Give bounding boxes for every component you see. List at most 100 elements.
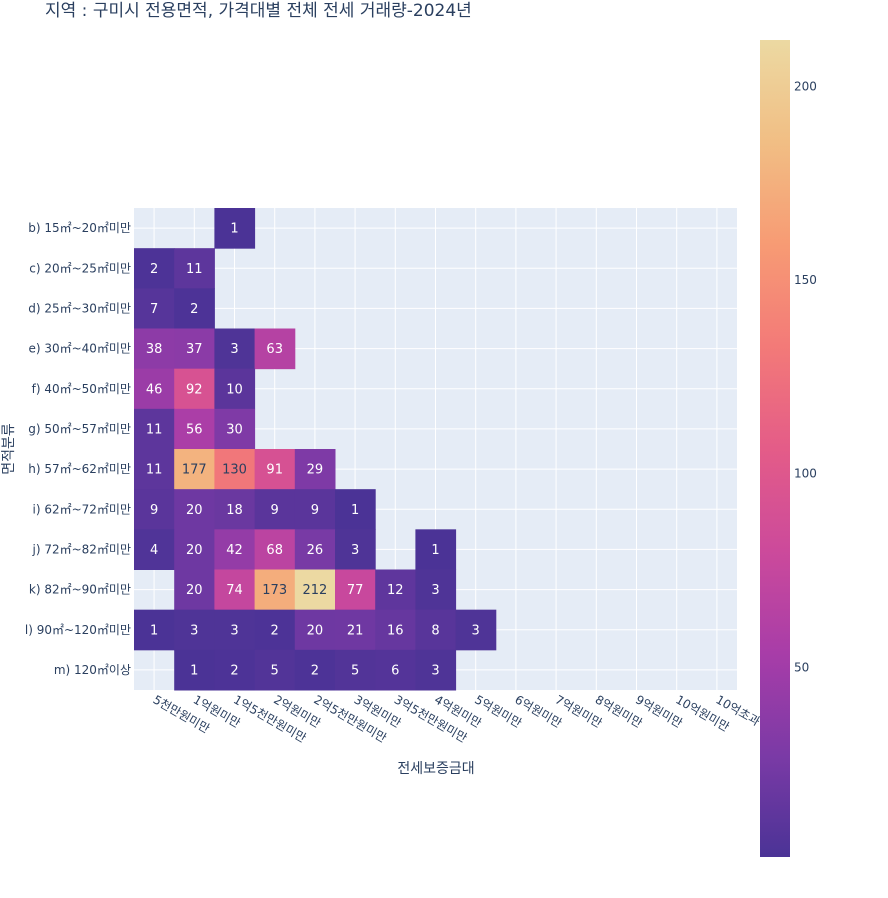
heatmap-cell <box>335 569 376 611</box>
grid-lines <box>134 208 737 690</box>
y-tick-label: d) 25㎡~30㎡미만 <box>28 301 131 315</box>
y-tick-label: h) 57㎡~62㎡미만 <box>28 462 131 476</box>
heatmap-cell <box>214 208 256 249</box>
cell-value-label: 29 <box>307 463 324 478</box>
heatmap-cell <box>455 609 497 651</box>
cell-value-label: 212 <box>302 583 327 598</box>
cell-value-label: 77 <box>347 583 364 598</box>
heatmap-cell <box>335 489 376 530</box>
cell-value-label: 173 <box>262 583 287 598</box>
heatmap-cell <box>254 569 296 611</box>
y-axis-title: 면적분류 <box>1 423 17 475</box>
cell-value-label: 63 <box>266 342 283 357</box>
cell-value-label: 20 <box>186 543 203 558</box>
heatmap-cell <box>214 368 256 410</box>
y-tick-label: k) 82㎡~90㎡미만 <box>29 583 131 597</box>
heatmap-cell <box>134 248 175 289</box>
cell-value-label: 68 <box>266 543 283 558</box>
cell-value-label: 1 <box>230 222 238 237</box>
heatmap-cell <box>134 489 175 530</box>
heatmap-cell <box>134 288 175 329</box>
heatmap-cell <box>294 489 336 530</box>
cell-value-label: 5 <box>351 663 359 678</box>
heatmap-cell <box>134 609 175 651</box>
colorbar-tick-label: 100 <box>794 467 817 481</box>
cell-value-label: 1 <box>351 503 359 518</box>
heatmap-cell <box>174 649 215 691</box>
cell-value-label: 42 <box>226 543 243 558</box>
cell-value-label: 2 <box>271 623 279 638</box>
cell-value-label: 2 <box>150 262 158 277</box>
heatmap-cell <box>415 609 457 651</box>
heatmap-cell <box>134 328 175 370</box>
heatmap-cell <box>174 529 215 570</box>
colorbar-ticks: 50 100 150 200 <box>794 79 817 674</box>
cell-value-label: 20 <box>186 503 203 518</box>
y-tick-label: b) 15㎡~20㎡미만 <box>28 221 131 235</box>
cell-value-label: 3 <box>431 583 439 598</box>
heatmap-cell <box>214 529 256 570</box>
cell-value-label: 3 <box>230 342 238 357</box>
heatmap-cell <box>254 529 296 570</box>
cell-value-label: 38 <box>146 342 163 357</box>
heatmap-cell <box>254 449 296 490</box>
cell-value-label: 20 <box>186 583 203 598</box>
colorbar-tick-label: 200 <box>794 79 817 93</box>
y-tick-label: i) 62㎡~72㎡미만 <box>32 502 131 516</box>
heatmap-cell <box>174 489 215 530</box>
y-tick-label: l) 90㎡~120㎡미만 <box>25 623 131 637</box>
heatmap-cell <box>174 609 215 651</box>
heatmap-cell <box>294 569 336 611</box>
heatmap-cell <box>254 328 296 370</box>
heatmap-cell <box>415 529 457 570</box>
cell-value-label: 1 <box>190 663 198 678</box>
heatmap-cell <box>214 328 256 370</box>
cell-value-label: 56 <box>186 422 203 437</box>
cell-value-label: 7 <box>150 302 158 317</box>
cell-value-label: 10 <box>226 382 243 397</box>
cell-value-label: 6 <box>391 663 399 678</box>
cell-value-label: 5 <box>271 663 279 678</box>
y-tick-label: c) 20㎡~25㎡미만 <box>29 261 131 275</box>
cell-value-label: 16 <box>387 623 404 638</box>
chart-title: 지역 : 구미시 전용면적, 가격대별 전체 전세 거래량-2024년 <box>45 1 472 21</box>
heatmap-cell <box>415 649 457 691</box>
heatmap-cell <box>174 288 215 329</box>
heatmap-cell <box>174 569 215 611</box>
heatmap-cell <box>134 449 175 490</box>
heatmap-cell <box>375 649 416 691</box>
heatmap-cell <box>375 609 416 651</box>
y-tick-label: e) 30㎡~40㎡미만 <box>28 342 131 356</box>
heatmap-cell <box>174 368 215 410</box>
heatmap-cell <box>335 609 376 651</box>
cell-value-label: 11 <box>186 262 203 277</box>
heatmap-cell <box>254 489 296 530</box>
heatmap-cell <box>294 529 336 570</box>
cell-value-label: 11 <box>146 422 163 437</box>
cell-value-label: 1 <box>431 543 439 558</box>
colorbar <box>760 40 790 857</box>
cell-value-label: 8 <box>431 623 439 638</box>
cell-value-label: 37 <box>186 342 203 357</box>
cell-value-label: 91 <box>266 463 283 478</box>
y-tick-label: j) 72㎡~82㎡미만 <box>31 542 131 556</box>
heatmap-cell <box>214 449 256 490</box>
cell-value-label: 4 <box>150 543 158 558</box>
cell-value-label: 1 <box>150 623 158 638</box>
cell-value-label: 21 <box>347 623 364 638</box>
cell-value-label: 2 <box>311 663 319 678</box>
cell-value-label: 9 <box>311 503 319 518</box>
heatmap-cell <box>254 649 296 691</box>
y-tick-label: f) 40㎡~50㎡미만 <box>32 382 131 396</box>
cell-value-label: 3 <box>190 623 198 638</box>
cell-value-label: 20 <box>307 623 324 638</box>
y-tick-label: g) 50㎡~57㎡미만 <box>28 422 131 436</box>
heatmap-cell <box>214 649 256 691</box>
cell-value-label: 2 <box>230 663 238 678</box>
heatmap-cell <box>294 609 336 651</box>
y-tick-label: m) 120㎡이상 <box>54 663 131 677</box>
cell-value-label: 46 <box>146 382 163 397</box>
cell-value-label: 18 <box>226 503 243 518</box>
heatmap-cell <box>214 609 256 651</box>
